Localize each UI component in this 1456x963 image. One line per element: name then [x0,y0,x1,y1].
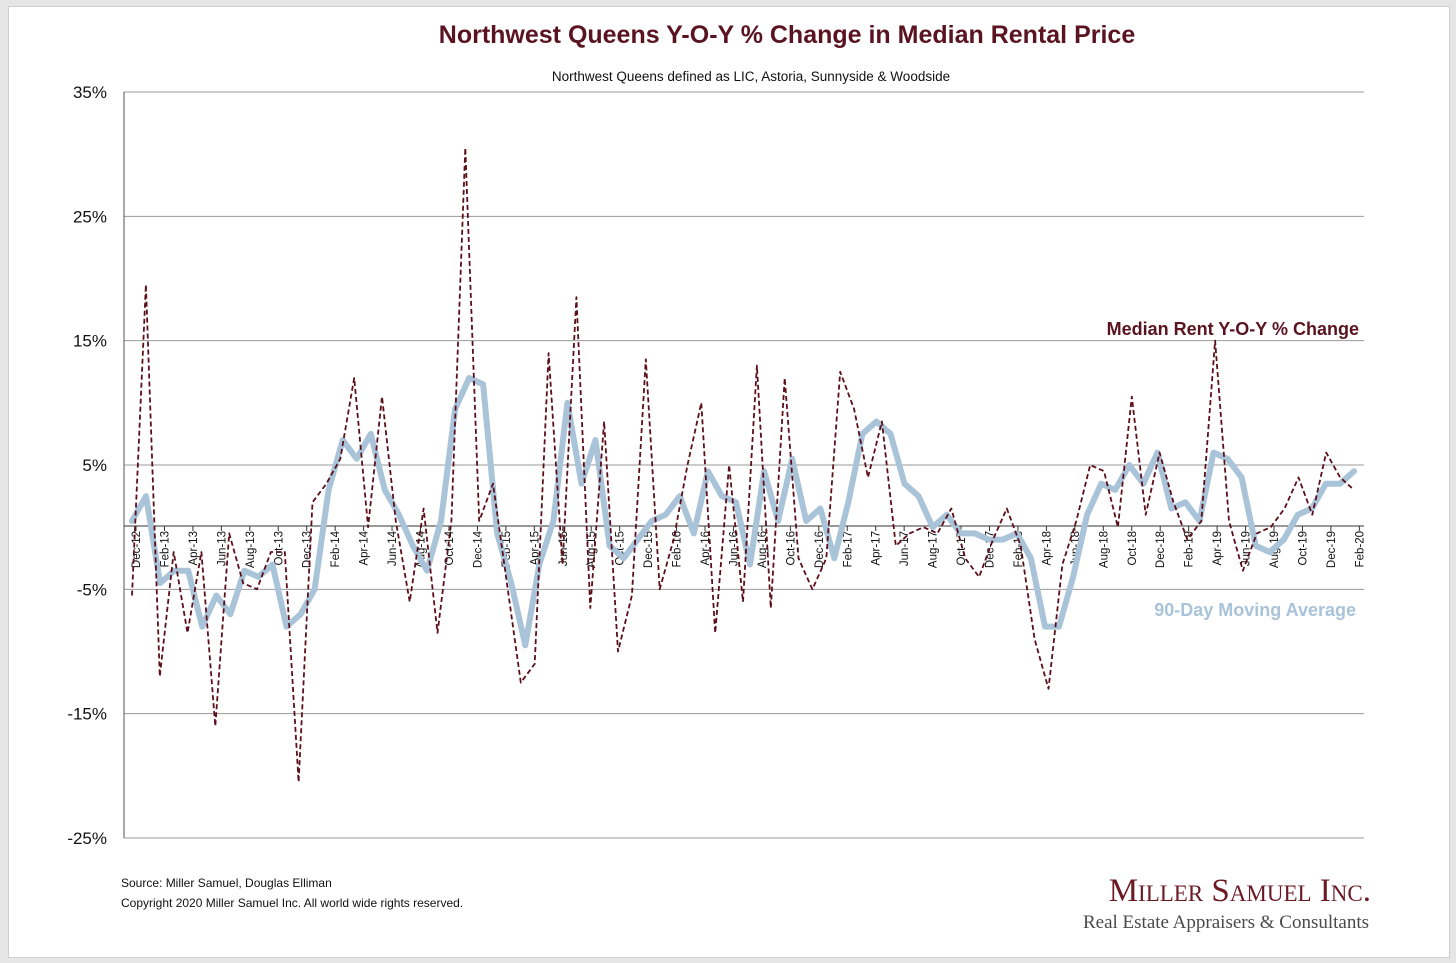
x-tick-label: Aug-17 [928,531,940,568]
x-tick-label: Jun-14 [387,530,399,566]
series-label-moving-average: 90-Day Moving Average [1154,600,1356,620]
series-line-yoy-change [131,146,1355,783]
x-tick-label: Oct-16 [785,531,797,566]
chart-frame: Northwest Queens Y-O-Y % Change in Media… [8,6,1450,958]
x-tick-label: Aug-16 [757,531,769,568]
x-tick-label: Jun-19 [1241,531,1253,566]
y-tick-label: 25% [73,207,107,226]
source-note: Source: Miller Samuel, Douglas Elliman [121,876,332,890]
x-tick-label: Jun-16 [728,531,740,566]
x-tick-label: Oct-13 [273,531,285,566]
y-tick-label: 35% [73,83,107,102]
chart-title: Northwest Queens Y-O-Y % Change in Media… [439,21,1136,49]
x-tick-label: Apr-15 [529,531,541,566]
series-line-moving-average [129,375,1357,649]
x-tick-label: Jun-15 [558,531,570,566]
x-tick-label: Feb-18 [1013,531,1025,567]
x-tick-label: Jun-13 [216,531,228,566]
y-tick-label: -15% [67,705,107,724]
x-tick-label: Apr-19 [1212,531,1224,566]
x-tick-label: Dec-14 [472,530,484,568]
x-tick-label: Apr-13 [188,531,200,566]
x-tick-label: Dec-13 [302,531,314,568]
x-tick-label: Aug-13 [245,531,257,568]
y-tick-labels: 35% 25% 15% 5% -5% -15% -25% [67,83,107,848]
x-tick-label: Dec-15 [643,531,655,568]
x-tick-label: Feb-14 [330,530,342,567]
x-tick-label: Aug-15 [586,531,598,568]
brand-logo-tagline: Real Estate Appraisers & Consultants [1083,912,1369,933]
x-tick-label: Feb-17 [842,531,854,567]
x-tick-label: Feb-20 [1354,531,1366,567]
x-tick-label: Apr-14 [359,530,371,565]
x-tick-label: Jun-17 [899,531,911,566]
x-tick-label: Oct-14 [444,530,456,565]
x-tick-label: Dec-16 [814,531,826,568]
brand-logo-name: Miller Samuel Inc. [1109,873,1371,909]
x-tick-label: Apr-17 [871,531,883,566]
gridlines [124,91,1364,839]
x-tick-label: Apr-18 [1041,531,1053,566]
x-tick-label: Dec-18 [1155,531,1167,568]
chart-subtitle: Northwest Queens defined as LIC, Astoria… [552,69,950,84]
y-tick-label: 5% [82,456,107,475]
x-tick-label: Feb-19 [1184,531,1196,567]
chart-svg: Northwest Queens Y-O-Y % Change in Media… [67,21,1371,933]
x-tick-label: Oct-18 [1127,531,1139,566]
y-tick-label: -25% [67,829,107,848]
series-label-raw: Median Rent Y-O-Y % Change [1107,319,1359,339]
x-tick-label: Feb-16 [672,531,684,567]
x-tick-label: Aug-18 [1098,531,1110,568]
y-tick-label: -5% [77,580,107,599]
x-tick-label: Feb-15 [501,531,513,567]
x-tick-label: Dec-19 [1326,531,1338,568]
y-tick-label: 15% [73,332,107,351]
copyright-note: Copyright 2020 Miller Samuel Inc. All wo… [121,896,463,910]
series [129,146,1357,783]
x-tick-label: Feb-13 [159,531,171,567]
x-tick-label: Oct-19 [1297,531,1309,566]
